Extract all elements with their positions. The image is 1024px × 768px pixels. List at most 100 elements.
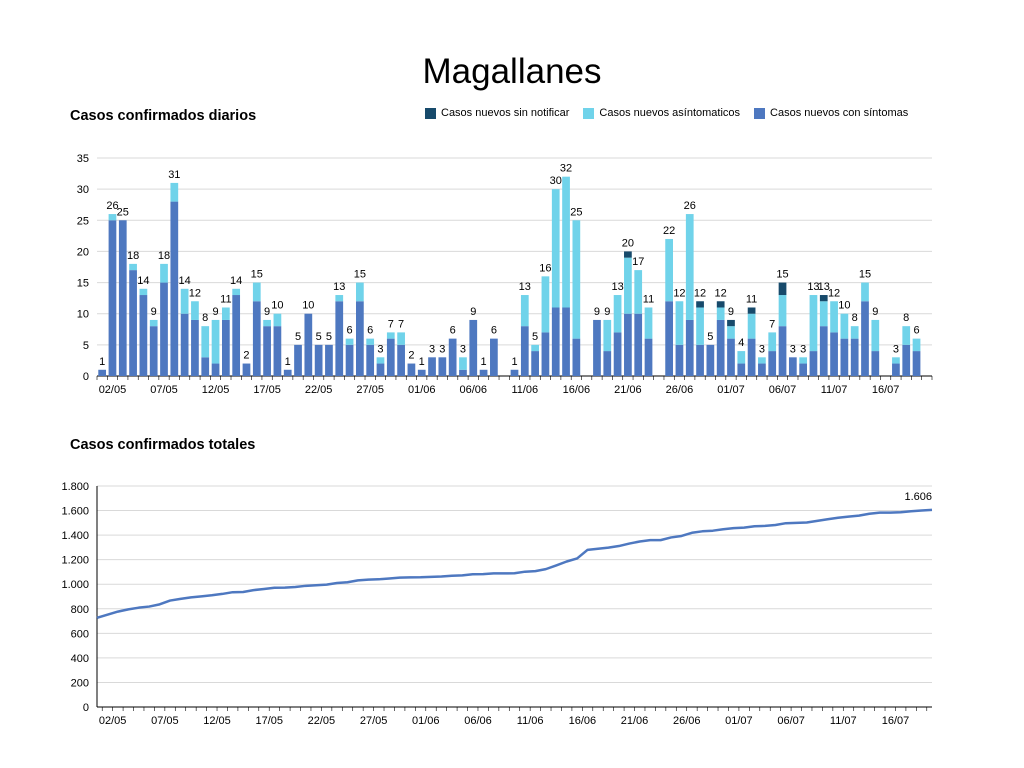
x-tick-label: 06/07: [777, 715, 805, 727]
y-tick-label: 0: [83, 371, 89, 383]
bar-segment-sintomas: [118, 220, 127, 376]
bar-segment-sintomas: [438, 357, 447, 376]
x-tick-label: 02/05: [99, 715, 127, 727]
x-tick-label: 16/06: [569, 715, 597, 727]
bar-segment-asintomaticos: [892, 357, 900, 364]
data-label: 25: [117, 206, 129, 218]
bar-segment-sintomas: [469, 319, 478, 376]
bar-segment-asintomaticos: [520, 295, 529, 327]
y-tick-label: 1.200: [61, 555, 89, 567]
bar-segment-sintomas: [459, 369, 467, 376]
bar-segment-sintomas: [850, 338, 859, 376]
data-label: 1: [99, 356, 105, 368]
bar-segment-sintomas: [273, 326, 282, 376]
data-label: 6: [450, 325, 456, 337]
bar-segment-sintomas: [283, 369, 292, 376]
bar-segment-sintomas: [613, 332, 622, 376]
x-tick-label: 01/07: [717, 384, 745, 396]
y-tick-label: 200: [71, 677, 89, 689]
legend-item-sin-notificar: Casos nuevos sin notificar: [425, 107, 569, 119]
data-label: 3: [460, 343, 466, 355]
bar-segment-sintomas: [149, 326, 158, 376]
data-label: 3: [800, 343, 806, 355]
bar-segment-asintomaticos: [129, 263, 137, 271]
bar-segment-sintomas: [861, 301, 869, 376]
bar-segment-sintomas: [160, 282, 168, 376]
data-label: 13: [611, 281, 623, 293]
bar-segment-asintomaticos: [376, 357, 385, 364]
data-label: 26: [684, 200, 696, 212]
data-label: 5: [316, 331, 322, 343]
x-tick-label: 17/05: [253, 384, 281, 396]
legend: Casos nuevos sin notificar Casos nuevos …: [425, 107, 908, 119]
bar-segment-sintomas: [768, 351, 777, 376]
bar-segment-asintomaticos: [819, 301, 828, 327]
bar-segment-asintomaticos: [850, 326, 859, 339]
bar-segment-sintomas: [417, 369, 426, 376]
bar-segment-sintomas: [737, 363, 746, 376]
bar-segment-asintomaticos: [634, 270, 643, 314]
bar-segment-sintomas: [541, 332, 550, 376]
data-label: 6: [491, 325, 497, 337]
bar-segment-asintomaticos: [613, 295, 622, 333]
bar-segment-asintomaticos: [737, 351, 746, 364]
data-label: 10: [838, 300, 850, 312]
bar-segment-sintomas: [263, 326, 271, 376]
bar-segment-asintomaticos: [201, 326, 210, 358]
data-label: 22: [663, 225, 675, 237]
bar-segment-asintomaticos: [768, 332, 777, 352]
bar-segment-asintomaticos: [139, 288, 148, 296]
bar-segment-asintomaticos: [149, 319, 158, 327]
bar-segment-sintomas: [819, 326, 828, 376]
bar-segment-sintomas: [716, 319, 725, 376]
y-tick-label: 1.400: [61, 530, 89, 542]
bar-segment-sintomas: [551, 307, 560, 376]
data-label: 13: [807, 281, 819, 293]
data-label: 6: [367, 325, 373, 337]
data-label: 18: [127, 250, 139, 262]
x-tick-label: 16/06: [563, 384, 591, 396]
data-label: 14: [178, 275, 190, 287]
data-label: 16: [539, 262, 551, 274]
bar-segment-sintomas: [448, 338, 457, 376]
bar-segment-sintomas: [892, 363, 900, 376]
data-label: 5: [295, 331, 301, 343]
data-label: 3: [759, 343, 765, 355]
bar-segment-sintomas: [572, 338, 581, 376]
bar-segment-sintomas: [912, 351, 921, 376]
x-tick-label: 06/06: [464, 715, 492, 727]
bar-segment-sintomas: [407, 363, 416, 376]
x-tick-label: 06/06: [459, 384, 487, 396]
end-value-label: 1.606: [904, 491, 932, 503]
data-label: 20: [622, 237, 634, 249]
bar-segment-asintomaticos: [541, 276, 550, 333]
data-label: 15: [776, 269, 788, 281]
legend-label: Casos nuevos asíntomaticos: [599, 107, 741, 119]
page-title: Magallanes: [422, 52, 602, 91]
bar-segment-asintomaticos: [830, 301, 838, 333]
bar-segment-asintomaticos: [675, 301, 684, 345]
y-tick-label: 600: [71, 628, 89, 640]
bar-segment-sin_notificar: [747, 307, 756, 314]
y-tick-label: 0: [83, 702, 89, 714]
y-tick-label: 25: [77, 215, 89, 227]
total-cases-line: [96, 508, 933, 620]
data-label: 3: [790, 343, 796, 355]
bar-segment-asintomaticos: [778, 295, 787, 327]
bar-segment-sintomas: [490, 338, 498, 376]
bar-segment-sintomas: [314, 344, 323, 376]
bar-segment-asintomaticos: [624, 257, 632, 314]
bar-segment-sintomas: [139, 295, 148, 376]
data-label: 13: [818, 281, 830, 293]
data-label: 26: [106, 200, 118, 212]
x-tick-label: 16/07: [872, 384, 900, 396]
x-tick-label: 01/06: [412, 715, 440, 727]
data-label: 4: [738, 337, 744, 349]
bar-segment-sintomas: [366, 344, 375, 376]
y-tick-label: 20: [77, 246, 89, 258]
data-label: 30: [550, 175, 562, 187]
bar-segment-sintomas: [180, 313, 189, 376]
bar-segment-sintomas: [830, 332, 838, 376]
bar-segment-sintomas: [108, 220, 117, 376]
data-label: 25: [570, 206, 582, 218]
